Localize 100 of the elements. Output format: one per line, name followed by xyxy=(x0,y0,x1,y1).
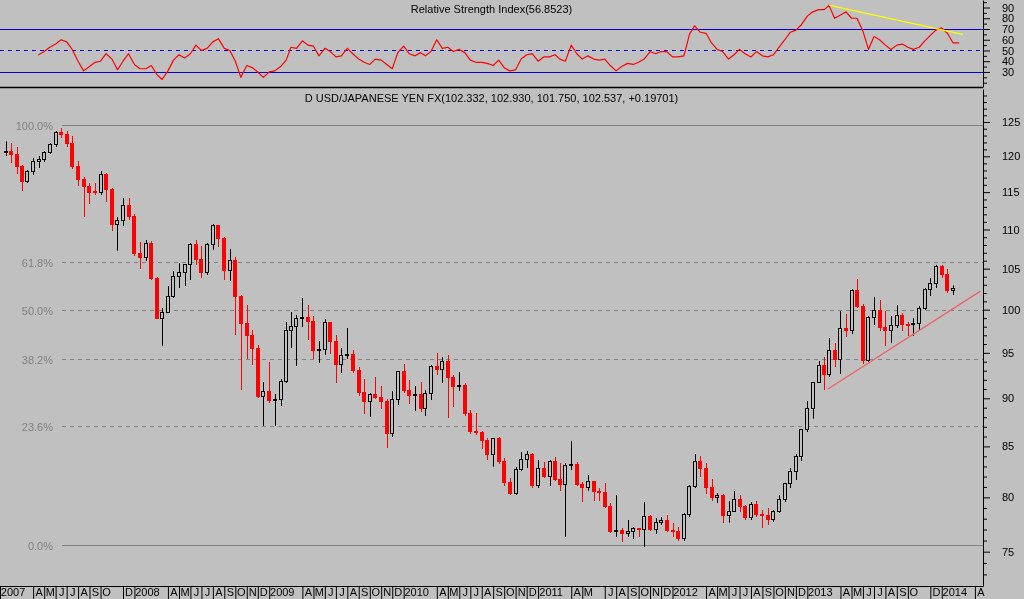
x-tick-label: D xyxy=(932,586,941,599)
y-tick-label: 115 xyxy=(1002,186,1020,199)
x-tick-label: J xyxy=(731,586,738,599)
candlestick xyxy=(838,310,842,375)
candlestick xyxy=(760,509,764,529)
candlestick xyxy=(373,376,377,400)
chart-title: Relative Strength Index(56.8523) xyxy=(410,2,573,15)
y-tick-label: 120 xyxy=(1002,150,1021,163)
x-tick-label: J xyxy=(204,586,211,599)
candlestick xyxy=(110,187,114,232)
candlestick xyxy=(339,347,343,374)
candlestick xyxy=(771,509,775,523)
y-tick-label: 30 xyxy=(1002,65,1015,78)
candlestick xyxy=(76,160,80,187)
x-tick-label: N xyxy=(652,586,661,599)
x-tick-label: J xyxy=(608,586,614,599)
x-tick-label: 2011 xyxy=(539,586,563,599)
candlestick xyxy=(614,494,618,538)
x-tick-label: S xyxy=(764,586,773,599)
candlestick xyxy=(872,296,876,326)
x-tick-label: N xyxy=(248,586,257,599)
candlestick xyxy=(435,352,439,376)
x-tick-label: D xyxy=(797,586,806,599)
candlestick xyxy=(54,130,58,148)
x-tick-label: S xyxy=(226,586,234,599)
candlestick xyxy=(211,223,215,251)
candlestick xyxy=(754,500,758,518)
y-tick-label: 60 xyxy=(1002,33,1015,46)
x-tick-label: 2012 xyxy=(673,586,698,599)
candlestick xyxy=(536,459,540,489)
annotation: 100.0% xyxy=(15,119,54,132)
x-tick-label: J xyxy=(328,586,334,599)
candlestick xyxy=(525,450,529,469)
candlestick xyxy=(889,315,893,344)
candlestick xyxy=(766,507,770,526)
x-tick-label: O xyxy=(102,586,112,599)
y-tick-label: 80 xyxy=(1002,491,1015,504)
x-tick-label: O xyxy=(909,586,919,599)
candlestick xyxy=(300,297,304,328)
candlestick xyxy=(351,349,355,374)
candlestick xyxy=(457,371,461,392)
x-tick-label: D xyxy=(528,586,537,599)
x-tick-label: A xyxy=(80,586,89,599)
x-tick-label: M xyxy=(45,586,55,599)
candlestick xyxy=(323,318,327,356)
candlestick xyxy=(177,262,181,289)
candlestick xyxy=(31,157,35,176)
candlestick xyxy=(228,248,232,282)
candlestick xyxy=(267,361,271,404)
x-tick-label: O xyxy=(640,586,650,599)
candlestick xyxy=(222,236,226,281)
candlestick xyxy=(334,334,338,384)
y-tick-label: 70 xyxy=(1002,23,1015,36)
x-tick-label: J xyxy=(58,586,65,599)
y-tick-label: 125 xyxy=(1002,116,1021,129)
x-tick-label: J xyxy=(193,586,200,599)
candlestick xyxy=(423,389,427,417)
x-tick-label: A xyxy=(304,586,313,599)
x-tick-label: 2013 xyxy=(808,586,833,599)
x-tick-label: N xyxy=(517,586,526,599)
candlestick xyxy=(99,170,103,196)
candlestick xyxy=(261,381,265,427)
x-tick-label: 2010 xyxy=(404,586,429,599)
candlestick xyxy=(749,501,753,521)
line-series xyxy=(38,4,960,81)
candlestick xyxy=(4,140,8,157)
x-tick-label: 2008 xyxy=(135,586,160,599)
y-tick-label: 40 xyxy=(1002,55,1015,68)
x-tick-label: M xyxy=(449,586,459,599)
x-tick-label: O xyxy=(237,586,247,599)
candlestick xyxy=(144,239,148,262)
candlestick xyxy=(648,514,652,532)
candlestick xyxy=(917,305,921,331)
candlestick xyxy=(715,492,719,504)
candlestick xyxy=(328,321,332,355)
x-tick-label: N xyxy=(786,586,795,599)
candlestick xyxy=(138,241,142,270)
x-tick-label: A xyxy=(887,586,896,599)
candlestick xyxy=(491,437,495,468)
x-tick-label: 2014 xyxy=(942,586,968,599)
x-tick-label: S xyxy=(899,586,907,599)
annotation: 38.2% xyxy=(21,353,54,366)
x-tick-label: M xyxy=(718,586,728,599)
candlestick xyxy=(216,224,220,248)
x-tick-label: D xyxy=(259,586,268,599)
annotation: 61.8% xyxy=(21,256,54,269)
annotation: 50.0% xyxy=(21,304,54,317)
candlestick xyxy=(642,501,646,548)
x-tick-label: A xyxy=(708,586,717,599)
x-tick-label: A xyxy=(753,586,762,599)
candlestick xyxy=(866,315,870,363)
x-tick-label: M xyxy=(180,586,190,599)
annotation: 23.6% xyxy=(21,420,54,433)
candlestick xyxy=(548,459,552,487)
y-tick-label: 90 xyxy=(1002,392,1015,405)
candlestick xyxy=(895,304,899,329)
x-tick-label: J xyxy=(69,586,76,599)
x-tick-label: A xyxy=(484,586,493,599)
candlestick xyxy=(115,216,119,252)
candlestick xyxy=(93,182,97,196)
